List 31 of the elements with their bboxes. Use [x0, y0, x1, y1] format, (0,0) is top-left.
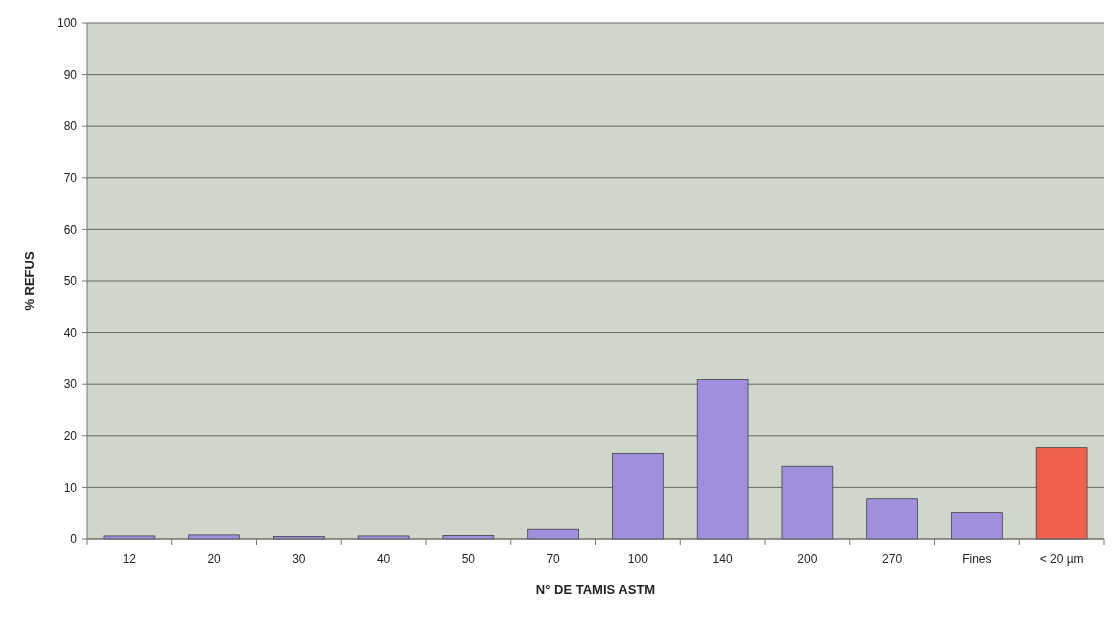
y-tick-label: 50 [63, 274, 78, 289]
y-tick-label: 30 [63, 377, 78, 392]
bar [696, 379, 749, 540]
y-tick-label: 60 [63, 222, 78, 237]
y-tick-label: 20 [63, 429, 78, 443]
x-tick-label: 30 [292, 552, 306, 566]
x-tick-label: Fines [962, 552, 992, 566]
bar [781, 465, 834, 540]
bar [1035, 447, 1088, 540]
y-tick-label: 90 [63, 67, 78, 82]
y-tick-label: 100 [56, 16, 78, 31]
x-tick-label: 100 [627, 552, 649, 566]
x-tick-label: 200 [797, 552, 818, 566]
y-tick-label: 80 [63, 119, 78, 134]
x-tick-label: 270 [882, 552, 903, 566]
y-axis-title: % REFUS [22, 251, 37, 311]
y-tick-label: 40 [63, 325, 78, 340]
y-tick-label: 10 [63, 480, 78, 495]
x-tick-label: 70 [546, 552, 561, 566]
x-axis-title: N° DE TAMIS ASTM [535, 582, 656, 597]
bar [866, 498, 918, 540]
bar [612, 452, 664, 540]
bar [951, 512, 1003, 540]
x-tick-label: 50 [461, 552, 476, 566]
x-tick-label: 20 [207, 552, 222, 566]
x-tick-label: 40 [376, 552, 391, 566]
x-tick-label: 140 [712, 552, 733, 566]
y-tick-label: 70 [63, 171, 78, 185]
y-tick-label: 0 [70, 532, 78, 547]
x-tick-label: < 20 µm [1039, 552, 1084, 566]
x-tick-label: 12 [122, 552, 137, 566]
